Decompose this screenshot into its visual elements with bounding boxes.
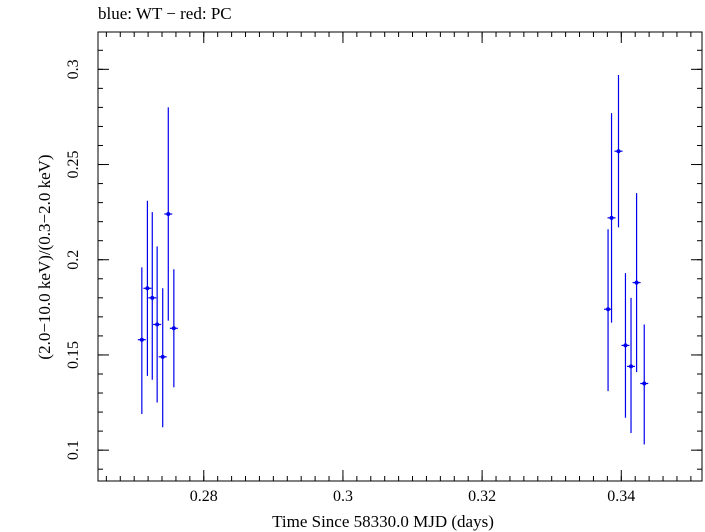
x-tick-label: 0.34 <box>607 488 635 505</box>
data-point <box>158 288 167 428</box>
data-point <box>164 107 173 321</box>
point-marker <box>623 343 628 348</box>
point-marker <box>634 280 639 285</box>
point-marker <box>171 326 176 331</box>
y-tick-label: 0.25 <box>65 151 82 179</box>
data-point <box>137 267 146 414</box>
y-tick-label: 0.3 <box>65 59 82 79</box>
point-marker <box>606 307 611 312</box>
x-tick-label: 0.3 <box>333 488 353 505</box>
data-point <box>632 193 641 373</box>
point-marker <box>166 212 171 217</box>
data-point <box>640 324 649 445</box>
data-points <box>137 75 649 445</box>
point-marker <box>145 286 150 291</box>
point-marker <box>616 149 621 154</box>
data-point <box>169 269 178 388</box>
data-point <box>627 297 636 434</box>
y-tick-label: 0.2 <box>65 250 82 270</box>
chart-title: blue: WT − red: PC <box>98 4 232 23</box>
point-marker <box>150 295 155 300</box>
point-marker <box>155 322 160 327</box>
point-marker <box>139 337 144 342</box>
y-tick-label: 0.15 <box>65 341 82 369</box>
data-point <box>143 200 152 376</box>
data-point <box>621 273 630 418</box>
x-tick-label: 0.28 <box>190 488 218 505</box>
data-point <box>604 229 613 392</box>
point-marker <box>642 381 647 386</box>
data-point <box>148 212 157 380</box>
point-marker <box>629 364 634 369</box>
x-axis-label: Time Since 58330.0 MJD (days) <box>272 512 494 531</box>
plot-frame <box>97 31 703 482</box>
x-tick-label: 0.32 <box>468 488 496 505</box>
data-point <box>153 246 162 403</box>
point-marker <box>160 354 165 359</box>
y-axis: 0.1 0.15 0.2 0.25 0.3 <box>65 49 702 470</box>
data-point <box>607 113 616 323</box>
y-axis-label: (2.0−10.0 keV)/(0.3−2.0 keV) <box>35 154 54 359</box>
point-marker <box>609 215 614 220</box>
y-tick-label: 0.1 <box>65 440 82 460</box>
x-axis: 0.28 0.3 0.32 0.34 <box>105 32 692 505</box>
data-point <box>614 75 623 228</box>
